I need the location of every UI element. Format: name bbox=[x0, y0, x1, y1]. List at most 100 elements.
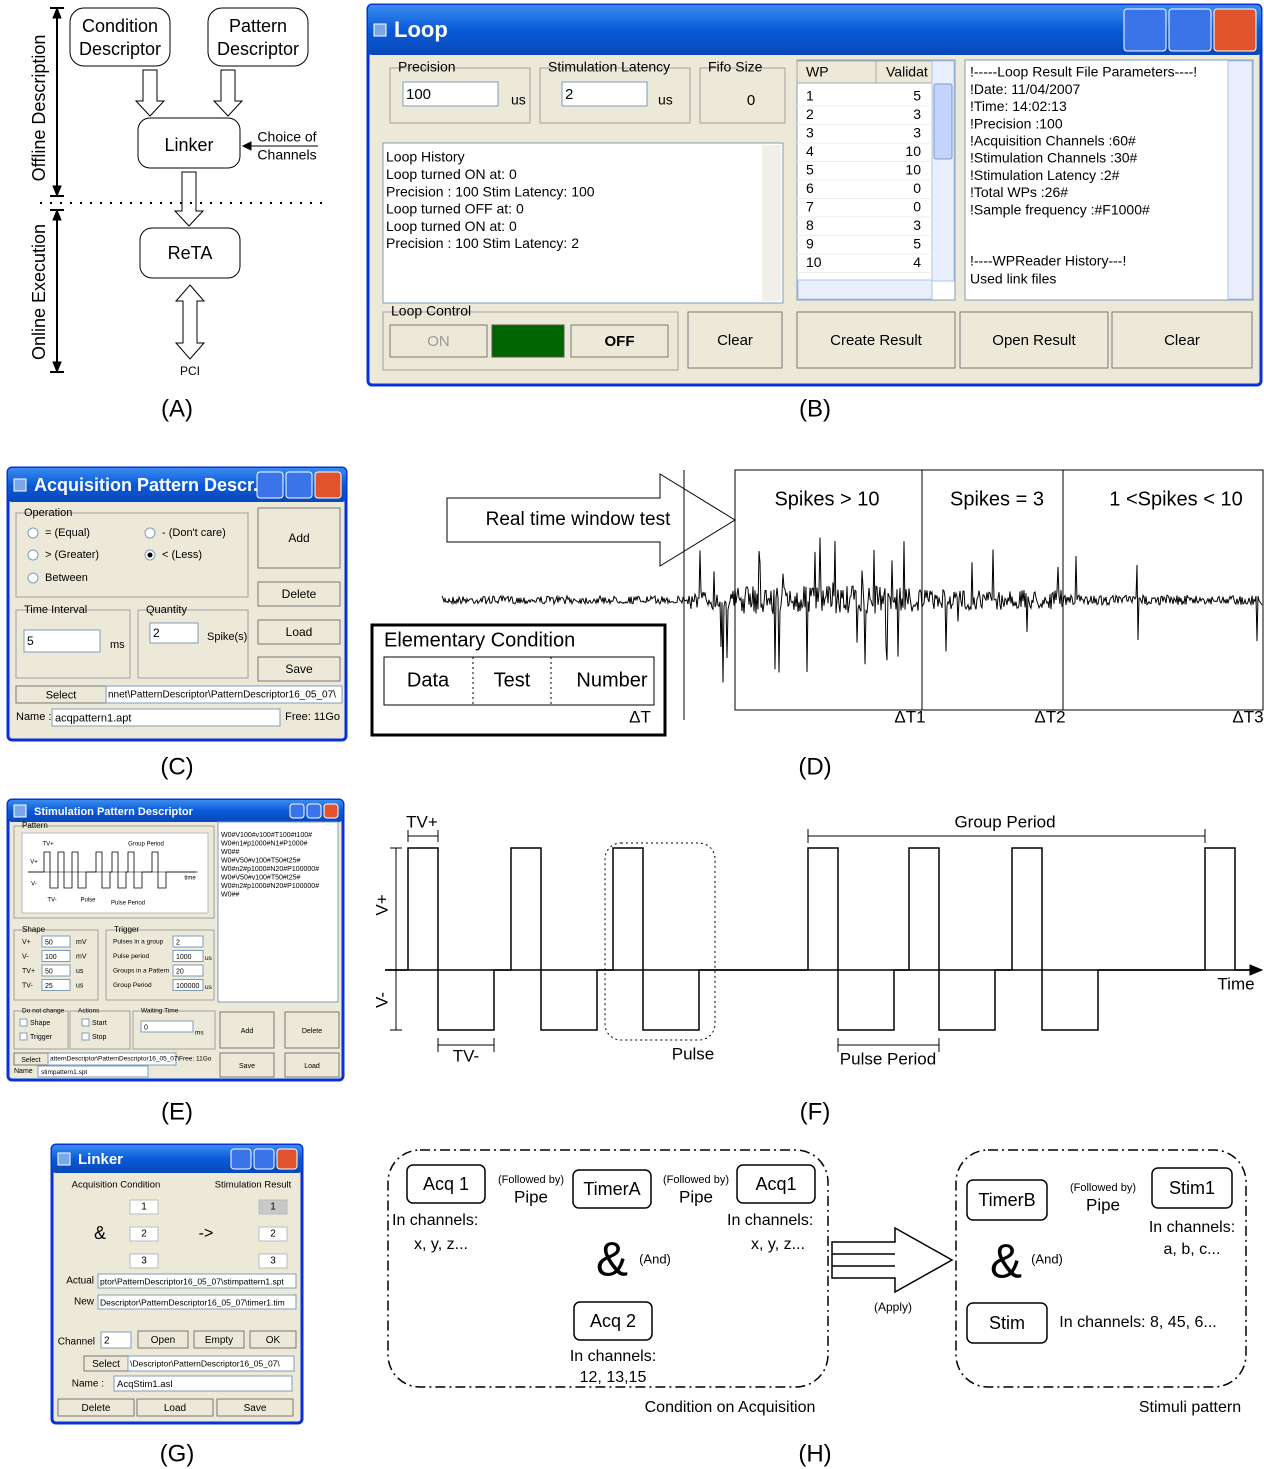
label: mV bbox=[76, 953, 87, 960]
window-button[interactable] bbox=[307, 804, 321, 818]
window-button[interactable] bbox=[315, 472, 341, 498]
label: New bbox=[74, 1297, 95, 1308]
wp-cell: 4 bbox=[806, 143, 814, 159]
wp-cell: 3 bbox=[913, 217, 921, 233]
input-value: 2 bbox=[176, 939, 180, 946]
window-button[interactable] bbox=[231, 1149, 251, 1169]
label: ms bbox=[195, 1030, 204, 1037]
window-icon bbox=[14, 805, 26, 817]
button-label: Clear bbox=[1164, 332, 1200, 349]
button-label: Save bbox=[285, 662, 313, 676]
label: ReTA bbox=[168, 243, 213, 263]
signal bbox=[442, 538, 1262, 683]
input-value: 100 bbox=[45, 954, 57, 961]
input[interactable] bbox=[141, 1021, 193, 1032]
button-label: Save bbox=[244, 1403, 267, 1414]
wp-cell: 8 bbox=[806, 217, 814, 233]
label: (And) bbox=[639, 1251, 671, 1266]
label: a, b, c... bbox=[1164, 1241, 1221, 1258]
label: Acq 2 bbox=[590, 1311, 636, 1331]
result-line: !Time: 14:02:13 bbox=[970, 98, 1067, 114]
label: Online Execution bbox=[29, 224, 49, 360]
label: Elementary Condition bbox=[384, 629, 575, 651]
label: Descriptor bbox=[217, 39, 299, 59]
checkbox[interactable] bbox=[82, 1033, 89, 1040]
input[interactable] bbox=[24, 630, 100, 652]
wp-cell: 3 bbox=[806, 125, 814, 141]
history-line: Loop turned OFF at: 0 bbox=[386, 201, 524, 217]
mini-label: Pulse Period bbox=[111, 901, 145, 907]
result-line: !Stimulation Channels :30# bbox=[970, 150, 1138, 166]
label: TimerB bbox=[978, 1190, 1035, 1210]
label: Free: 11Go bbox=[179, 1056, 212, 1063]
radio[interactable] bbox=[145, 528, 155, 538]
label: Linker bbox=[164, 135, 213, 155]
group-label: Stimulation Latency bbox=[548, 59, 670, 75]
mini-label: time bbox=[184, 876, 196, 882]
label: 3 bbox=[141, 1256, 147, 1267]
label: ΔT3 bbox=[1232, 707, 1263, 726]
checkbox[interactable] bbox=[20, 1033, 27, 1040]
radio-label: - (Don't care) bbox=[162, 527, 226, 539]
arrow bbox=[136, 70, 164, 116]
history-line: Loop History bbox=[386, 149, 465, 165]
wp-cell: 10 bbox=[905, 143, 921, 159]
checkbox[interactable] bbox=[82, 1019, 89, 1026]
window-button[interactable] bbox=[1124, 9, 1166, 51]
label: ptor\PatternDescriptor16_05_07\stimpatte… bbox=[100, 1276, 284, 1286]
wp-cell: 10 bbox=[806, 254, 822, 270]
button-label: ON bbox=[427, 333, 450, 350]
result-line: !----WPReader History---! bbox=[970, 253, 1126, 269]
label: Validat bbox=[886, 64, 928, 80]
window-title: Acquisition Pattern Descr... bbox=[34, 475, 268, 495]
arrow bbox=[175, 172, 203, 226]
input-value: 5 bbox=[27, 634, 34, 648]
window-button[interactable] bbox=[1214, 9, 1256, 51]
input[interactable] bbox=[562, 82, 647, 106]
window-button[interactable] bbox=[286, 472, 312, 498]
group-label: Trigger bbox=[114, 925, 139, 934]
button-label: Load bbox=[286, 625, 313, 639]
label: Name : bbox=[16, 711, 51, 723]
scrollbar bbox=[762, 145, 781, 301]
button-label: Empty bbox=[205, 1335, 233, 1346]
code-line: W0#n2#p1000#N20#P100000# bbox=[221, 866, 319, 873]
input-value: 50 bbox=[45, 939, 53, 946]
window-button[interactable] bbox=[277, 1149, 297, 1169]
panel-label: (C) bbox=[160, 753, 193, 780]
button-label: OFF bbox=[605, 333, 635, 350]
label: Stimulation Result bbox=[215, 1180, 292, 1191]
window-button[interactable] bbox=[254, 1149, 274, 1169]
radio[interactable] bbox=[28, 550, 38, 560]
panel-label: (B) bbox=[799, 395, 831, 422]
label: (Followed by) bbox=[498, 1174, 564, 1186]
label: us bbox=[76, 982, 84, 989]
window-button[interactable] bbox=[324, 804, 338, 818]
checkbox[interactable] bbox=[20, 1019, 27, 1026]
window-icon bbox=[374, 24, 386, 36]
button-label: Create Result bbox=[830, 332, 923, 349]
radio[interactable] bbox=[28, 528, 38, 538]
label: Time bbox=[1217, 974, 1254, 993]
label: TV- bbox=[453, 1046, 479, 1065]
label: Groups in a Pattern bbox=[113, 968, 170, 975]
label: Number bbox=[576, 669, 647, 691]
window-button[interactable] bbox=[290, 804, 304, 818]
radio[interactable] bbox=[28, 573, 38, 583]
label: \Descriptor\PatternDescriptor16_05_07\ bbox=[130, 1358, 280, 1368]
code-line: W0#V50#v100#T50#t25# bbox=[221, 857, 300, 864]
label: Group Period bbox=[954, 812, 1055, 831]
label: Data bbox=[407, 669, 450, 691]
label: us bbox=[658, 92, 673, 108]
window-button[interactable] bbox=[257, 472, 283, 498]
mini-label: Group Period bbox=[128, 842, 164, 848]
scrollbar bbox=[798, 280, 932, 299]
label: x, y, z... bbox=[414, 1236, 468, 1253]
group-label: Actions bbox=[78, 1008, 100, 1015]
window-button[interactable] bbox=[1169, 9, 1211, 51]
wp-cell: 7 bbox=[806, 199, 814, 215]
panel-label: (D) bbox=[798, 753, 831, 780]
wp-cell: 5 bbox=[913, 88, 921, 104]
label: In channels: bbox=[570, 1348, 656, 1365]
mini-label: Pulse bbox=[80, 898, 96, 904]
